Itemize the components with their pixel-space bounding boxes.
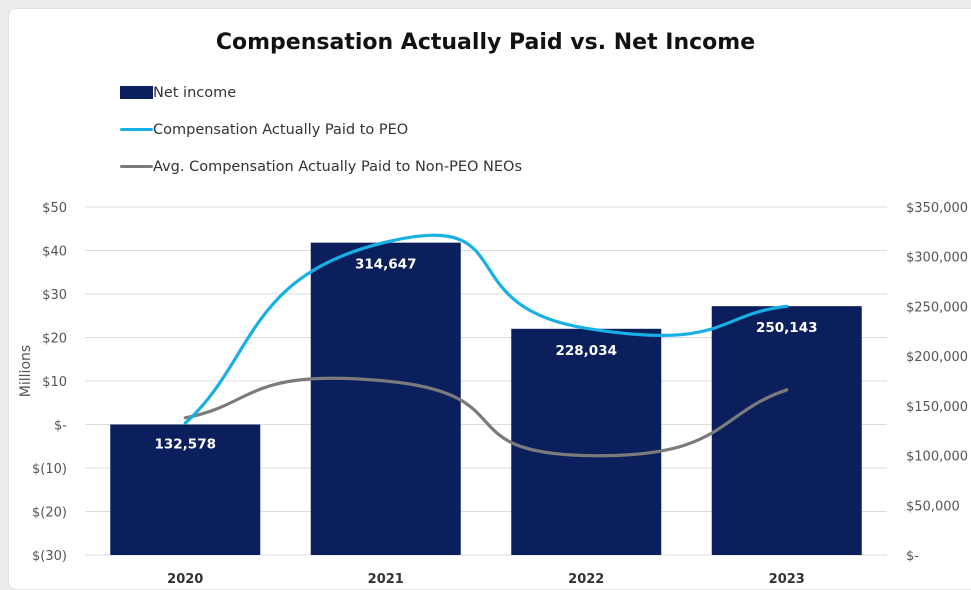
legend: Net income Compensation Actually Paid to… — [120, 74, 522, 185]
bar-data-label: 250,143 — [756, 320, 818, 336]
bar — [310, 242, 461, 556]
y-right-tick-label: $50,000 — [906, 499, 960, 514]
y-right-tick-label: $- — [906, 549, 919, 564]
legend-label-net-income: Net income — [153, 84, 237, 101]
y-left-tick-label: $30 — [42, 288, 67, 303]
bar-data-label: 132,578 — [155, 437, 217, 453]
y-left-tick-label: $- — [54, 419, 67, 434]
x-tick-label: 2020 — [167, 572, 203, 587]
y-axis-title: Millions — [18, 345, 34, 397]
bar — [110, 424, 261, 555]
legend-item-cap-peo: Compensation Actually Paid to PEO — [120, 111, 522, 148]
y-left-tick-label: $(30) — [32, 549, 67, 564]
y-left-tick-label: $(10) — [32, 462, 67, 477]
y-right-tick-label: $200,000 — [906, 350, 968, 365]
y-left-tick-label: $40 — [42, 245, 67, 260]
y-right-tick-label: $150,000 — [906, 400, 968, 415]
legend-label-cap-neo: Avg. Compensation Actually Paid to Non-P… — [153, 158, 523, 175]
y-left-tick-label: $20 — [42, 332, 67, 347]
y-right-tick-label: $300,000 — [906, 251, 968, 266]
y-right-tick-label: $250,000 — [906, 300, 968, 315]
bar-data-label: 314,647 — [355, 257, 417, 273]
y-left-tick-label: $50 — [42, 201, 67, 216]
x-tick-label: 2022 — [568, 572, 604, 587]
legend-item-cap-neo: Avg. Compensation Actually Paid to Non-P… — [120, 148, 522, 185]
y-left-tick-label: $10 — [42, 375, 67, 390]
legend-swatch-net-income — [120, 86, 153, 99]
y-left-tick-label: $(20) — [32, 506, 67, 521]
y-right-tick-label: $100,000 — [906, 450, 968, 465]
legend-swatch-cap-neo — [120, 165, 153, 168]
bar — [511, 328, 662, 555]
line-cap-neo — [183, 376, 789, 458]
chart-title: Compensation Actually Paid vs. Net Incom… — [215, 30, 756, 55]
bar — [711, 306, 862, 555]
x-tick-label: 2023 — [769, 572, 805, 587]
bar-data-label: 228,034 — [556, 343, 618, 359]
line-cap-peo — [183, 233, 789, 425]
legend-item-net-income: Net income — [120, 74, 522, 111]
x-tick-label: 2021 — [368, 572, 404, 587]
legend-label-cap-peo: Compensation Actually Paid to PEO — [153, 121, 409, 138]
y-right-tick-label: $350,000 — [906, 201, 968, 216]
legend-swatch-cap-peo — [120, 128, 153, 131]
